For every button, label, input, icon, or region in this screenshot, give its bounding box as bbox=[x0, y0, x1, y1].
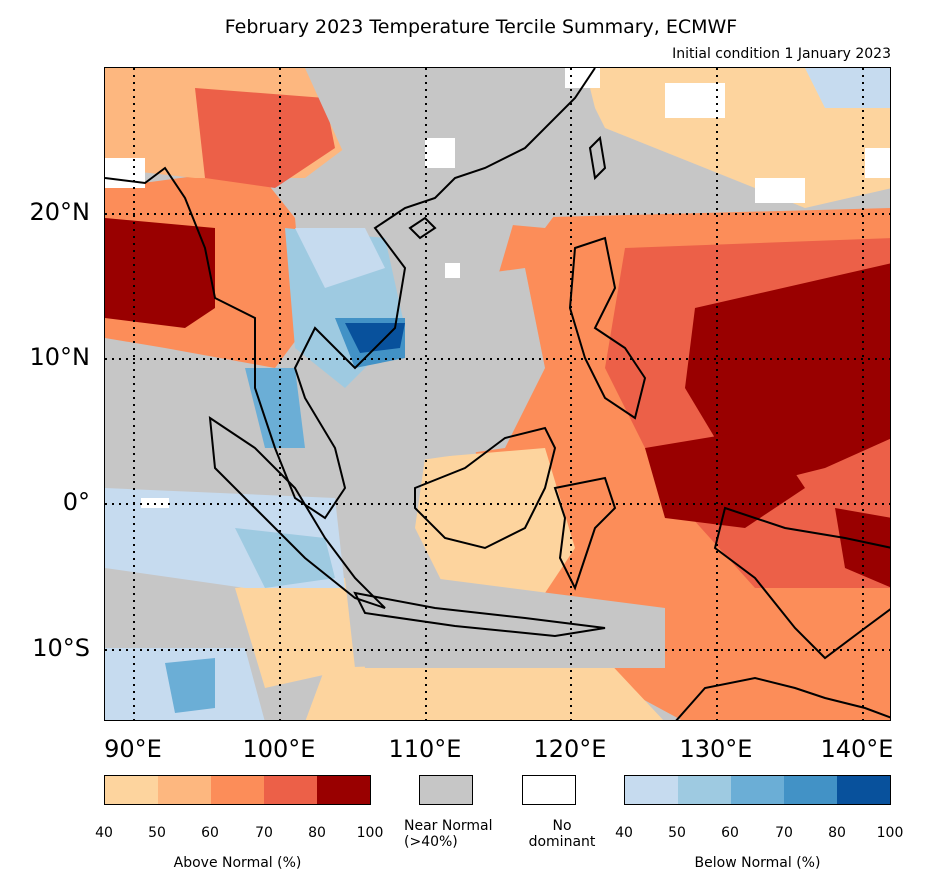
coast-java bbox=[353, 591, 606, 638]
no-dominant-cell bbox=[865, 148, 890, 178]
above-swatch-60 bbox=[211, 776, 264, 804]
above-swatch-80 bbox=[317, 776, 370, 804]
above-region-pacific-dark bbox=[685, 263, 890, 488]
lat-label-0: 0° bbox=[62, 488, 90, 516]
map-title: February 2023 Temperature Tercile Summar… bbox=[224, 16, 738, 38]
above-region-south-light bbox=[305, 658, 664, 720]
coast-taiwan bbox=[588, 135, 607, 181]
above-normal-label: Above Normal (%) bbox=[173, 855, 302, 871]
map-subtitle: Initial condition 1 January 2023 bbox=[672, 46, 891, 62]
no-dominant-cell bbox=[445, 263, 460, 278]
below-swatch-80 bbox=[837, 776, 890, 804]
above-region-sw-light bbox=[235, 578, 355, 688]
below-region-indochina-light bbox=[295, 228, 385, 288]
lat-label-20n: 20°N bbox=[29, 198, 91, 226]
below-normal-colorbar bbox=[624, 775, 891, 805]
below-region-cambodia-dark bbox=[345, 323, 405, 353]
above-region-molucca-dark bbox=[645, 428, 805, 528]
above-tick: 100 bbox=[356, 825, 384, 841]
lon-label-100e: 100°E bbox=[242, 735, 316, 763]
above-tick: 60 bbox=[201, 825, 219, 841]
no-dominant-swatch bbox=[522, 775, 576, 805]
below-tick: 100 bbox=[876, 825, 904, 841]
below-region-gulf bbox=[245, 368, 305, 448]
above-swatch-50 bbox=[158, 776, 211, 804]
coast-philippines bbox=[568, 236, 647, 420]
below-normal-label: Below Normal (%) bbox=[694, 855, 821, 871]
lat-label-10s: 10°S bbox=[32, 634, 90, 662]
gridlines bbox=[105, 68, 890, 720]
above-normal-field bbox=[105, 68, 890, 720]
below-tick: 70 bbox=[775, 825, 793, 841]
below-swatch-50 bbox=[678, 776, 731, 804]
near-normal-swatch bbox=[419, 775, 473, 805]
no-dominant-cell bbox=[665, 83, 725, 118]
coast-australia bbox=[675, 676, 890, 720]
below-tick: 80 bbox=[828, 825, 846, 841]
above-region-newguinea-dark bbox=[835, 508, 890, 588]
no-dominant-cell bbox=[425, 138, 455, 168]
lon-label-120e: 120°E bbox=[533, 735, 607, 763]
coast-sumatra bbox=[208, 415, 386, 609]
coastlines bbox=[105, 68, 890, 720]
below-region-sw-mid bbox=[165, 658, 215, 713]
above-tick: 40 bbox=[95, 825, 113, 841]
below-swatch-70 bbox=[784, 776, 837, 804]
lon-label-90e: 90°E bbox=[104, 735, 162, 763]
map-canvas bbox=[105, 68, 890, 720]
lat-label-10n: 10°N bbox=[29, 343, 91, 371]
no-dominant-label: No dominant bbox=[528, 818, 596, 850]
no-dominant-cell bbox=[755, 178, 805, 203]
above-region-borneo bbox=[415, 448, 575, 608]
above-normal-colorbar bbox=[104, 775, 371, 805]
above-region-china-light bbox=[575, 68, 890, 208]
above-tick: 50 bbox=[148, 825, 166, 841]
below-swatch-40 bbox=[625, 776, 678, 804]
below-tick: 50 bbox=[668, 825, 686, 841]
coast-hainan bbox=[408, 216, 437, 240]
above-tick: 70 bbox=[255, 825, 273, 841]
tercile-map bbox=[104, 67, 891, 721]
near-normal-label: Near Normal (>40%) bbox=[404, 818, 493, 850]
near-normal-java bbox=[355, 568, 665, 668]
lon-label-140e: 140°E bbox=[820, 735, 894, 763]
coast-mainland bbox=[105, 68, 596, 520]
coast-borneo bbox=[414, 426, 557, 550]
lon-label-110e: 110°E bbox=[388, 735, 462, 763]
lon-label-130e: 130°E bbox=[679, 735, 753, 763]
above-swatch-40 bbox=[105, 776, 158, 804]
above-region-north-orange bbox=[195, 88, 335, 188]
above-region-bengal-dark bbox=[105, 218, 215, 328]
no-dominant-cell bbox=[105, 158, 145, 188]
below-tick: 40 bbox=[615, 825, 633, 841]
above-swatch-70 bbox=[264, 776, 317, 804]
above-tick: 80 bbox=[308, 825, 326, 841]
below-tick: 60 bbox=[721, 825, 739, 841]
below-swatch-60 bbox=[731, 776, 784, 804]
below-region-sumatra-mid bbox=[235, 528, 335, 588]
coast-sulawesi bbox=[553, 476, 617, 591]
coast-newguinea bbox=[713, 506, 890, 660]
below-region-ne bbox=[805, 68, 890, 108]
